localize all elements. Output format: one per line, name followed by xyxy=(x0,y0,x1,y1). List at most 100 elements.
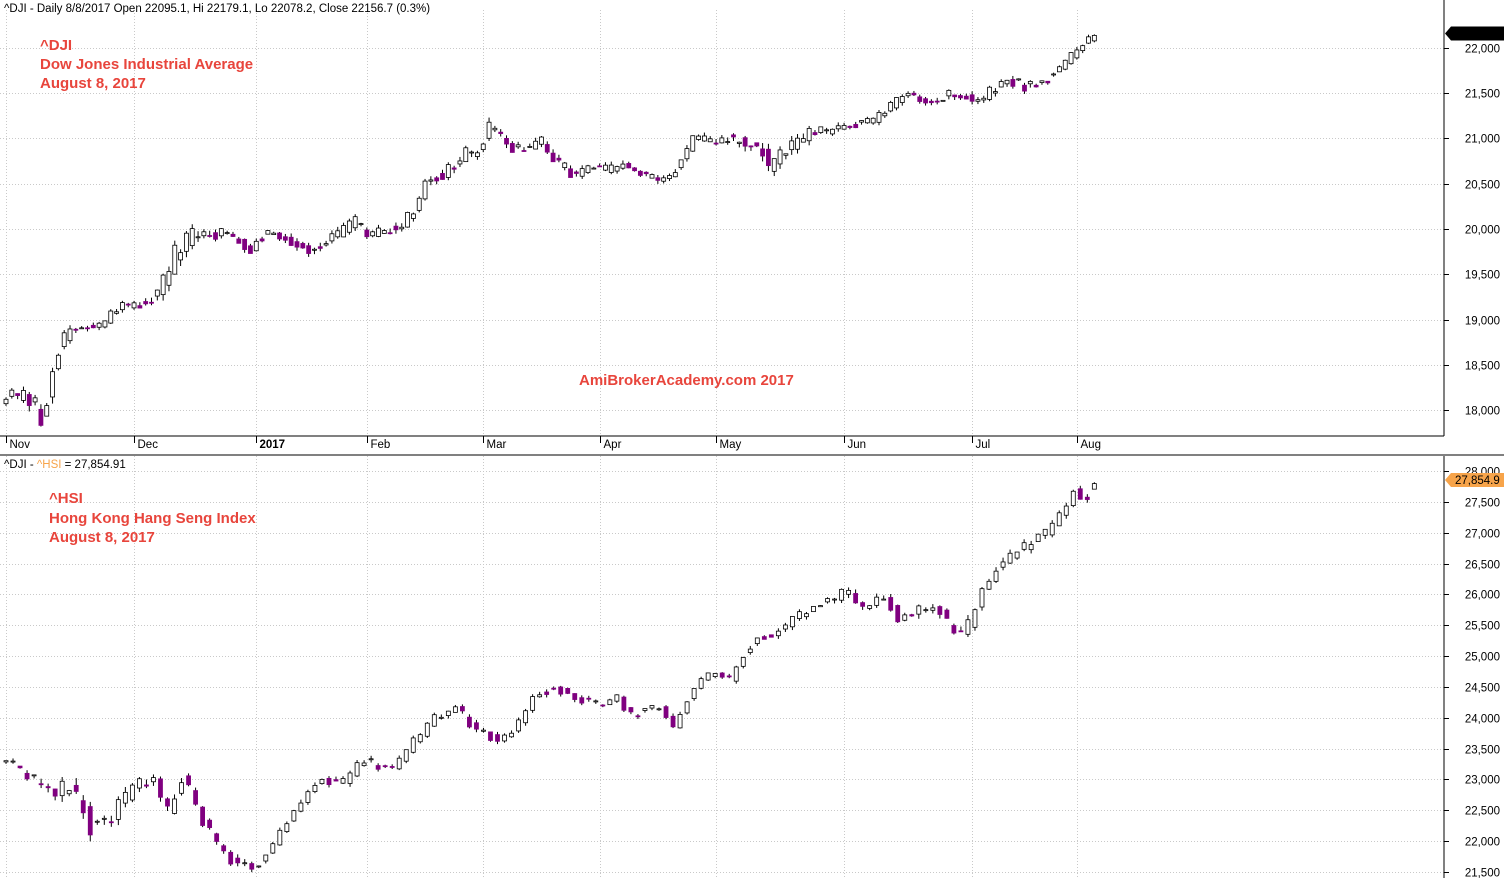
hsi-candle-body xyxy=(1056,512,1062,527)
dji-candle-body xyxy=(189,228,195,247)
dji-candle-body xyxy=(300,243,306,249)
dji-candle xyxy=(178,249,184,266)
dji-candle-body xyxy=(800,138,806,143)
dji-candle-body xyxy=(15,393,21,396)
hsi-candle-body xyxy=(24,772,30,780)
hsi-candle xyxy=(305,789,311,805)
hsi-candle xyxy=(1070,489,1076,508)
dji-candle-body xyxy=(236,238,242,244)
dji-candle-body xyxy=(259,238,265,242)
dji-candle xyxy=(550,149,556,163)
dji-candle xyxy=(265,230,271,235)
hsi-price-axis: 21,500 22,000 22,500 23,000 23,500 24,000 24,5… xyxy=(1444,467,1500,878)
hsi-candle-body xyxy=(607,699,613,706)
hsi-candle xyxy=(38,778,44,789)
dji-candle-body xyxy=(172,244,178,275)
dji-candle-body xyxy=(783,153,789,156)
dji-candle xyxy=(509,141,515,153)
dji-candle xyxy=(690,135,696,152)
dji-candle-body xyxy=(207,235,213,237)
hsi-candle xyxy=(782,622,788,633)
dji-candle xyxy=(317,242,323,252)
dji-candle xyxy=(1068,52,1074,65)
hsi-candle xyxy=(438,714,444,720)
dji-candle-body xyxy=(963,95,969,100)
hsi-ytick-label-24000: 24,000 xyxy=(1465,714,1500,726)
dji-candle-body xyxy=(637,170,643,176)
dji-candle xyxy=(806,125,812,146)
hsi-candle xyxy=(860,601,866,610)
hsi-candle-body xyxy=(705,672,711,681)
dji-candle-body xyxy=(114,311,119,314)
hsi-candle xyxy=(452,704,458,713)
hsi-candle-body xyxy=(874,596,880,606)
dji-candle-body xyxy=(608,164,614,173)
dji-candle-body xyxy=(777,149,783,165)
hsi-candle xyxy=(403,749,409,764)
dji-candle-body xyxy=(294,241,300,248)
dji-candle-body xyxy=(847,125,853,128)
dji-candle xyxy=(841,122,847,130)
hsi-candle xyxy=(607,698,613,706)
hsi-candle xyxy=(312,782,318,794)
hsi-ytick-label-23000: 23,000 xyxy=(1465,775,1500,787)
hsi-candle-body xyxy=(1063,505,1069,516)
hsi-candle-body xyxy=(101,817,107,820)
hsi-candle-body xyxy=(438,716,444,719)
dji-candle xyxy=(661,175,667,184)
dji-candle-body xyxy=(492,127,498,131)
dji-candle-body xyxy=(358,223,364,225)
hsi-candle xyxy=(677,711,683,729)
hsi-candle xyxy=(635,714,641,720)
dji-candle-body xyxy=(364,229,370,238)
dji-candle-body xyxy=(469,151,475,154)
hsi-candle-body xyxy=(747,648,753,653)
dji-candle-body xyxy=(725,141,731,143)
dji-candle-body xyxy=(440,173,445,180)
dji-candle xyxy=(201,229,207,239)
dji-candle xyxy=(672,169,678,178)
hsi-candle-body xyxy=(73,784,79,792)
hsi-candle-body xyxy=(66,790,72,795)
hsi-candle-body xyxy=(467,716,472,728)
dji-candle xyxy=(195,231,201,242)
dji-candle xyxy=(556,154,562,163)
hsi-candle xyxy=(172,794,177,815)
hsi-candle-body xyxy=(867,605,873,609)
dji-candle xyxy=(294,238,300,251)
hsi-candle-body xyxy=(558,686,564,695)
dji-candle xyxy=(649,173,655,179)
dji-candle-body xyxy=(463,147,469,163)
hsi-candle xyxy=(319,778,325,785)
hsi-candle-body xyxy=(361,762,367,767)
hsi-candle xyxy=(565,687,571,695)
dji-candle xyxy=(143,298,149,306)
hsi-candle-body xyxy=(94,820,100,823)
dji-candle xyxy=(766,143,771,172)
hsi-candle-body xyxy=(888,597,894,611)
dji-candle-body xyxy=(1080,45,1086,52)
dji-candle-body xyxy=(736,141,742,144)
hsi-candle-body xyxy=(965,619,971,635)
hsi-candle-body xyxy=(698,678,704,689)
hsi-candle xyxy=(698,676,704,690)
dji-candle xyxy=(207,230,213,238)
dji-candle xyxy=(614,165,620,174)
dji-candle-body xyxy=(457,160,463,165)
dji-candle-body xyxy=(137,305,143,309)
dji-candle-body xyxy=(387,232,393,235)
dji-candles xyxy=(3,34,1097,427)
dji-candle-body xyxy=(504,138,509,145)
hsi-candle-body xyxy=(656,708,662,711)
dji-candle-body xyxy=(824,129,830,132)
hsi-candle-body xyxy=(17,765,23,769)
dji-candle-body xyxy=(550,152,556,163)
hsi-candle xyxy=(45,783,51,793)
hsi-candle-body xyxy=(242,862,248,865)
dji-grid xyxy=(0,10,1444,437)
dji-candle-body xyxy=(329,233,335,242)
dji-candle-body xyxy=(1039,80,1045,83)
hsi-candle xyxy=(551,686,557,691)
dji-candle-body xyxy=(317,246,323,249)
hsi-candle xyxy=(467,714,472,729)
